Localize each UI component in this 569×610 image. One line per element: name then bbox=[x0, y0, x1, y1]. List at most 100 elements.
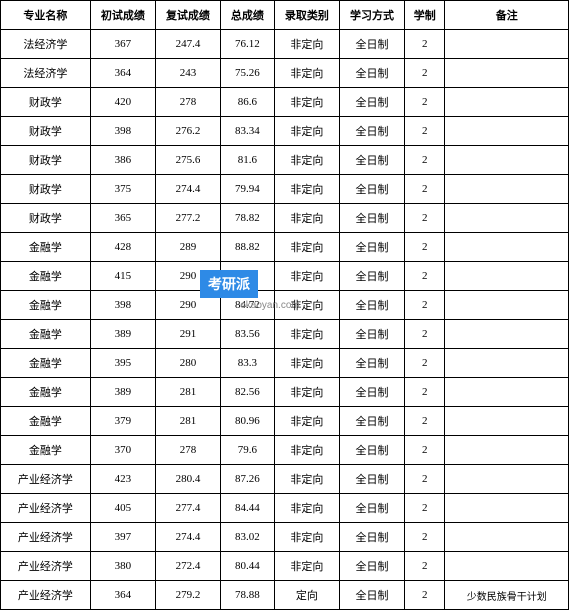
table-cell bbox=[445, 146, 569, 175]
table-cell: 78.82 bbox=[220, 204, 274, 233]
table-cell: 金融学 bbox=[1, 320, 91, 349]
table-cell: 非定向 bbox=[274, 378, 339, 407]
table-cell: 397 bbox=[90, 523, 155, 552]
table-cell: 278 bbox=[155, 88, 220, 117]
table-cell: 290 bbox=[155, 262, 220, 291]
table-cell bbox=[445, 465, 569, 494]
table-cell: 2 bbox=[405, 175, 445, 204]
table-cell bbox=[445, 204, 569, 233]
table-row: 财政学375274.479.94非定向全日制2 bbox=[1, 175, 569, 204]
table-row: 金融学41529087.1非定向全日制2 bbox=[1, 262, 569, 291]
table-cell: 非定向 bbox=[274, 436, 339, 465]
table-cell: 87.1 bbox=[220, 262, 274, 291]
table-cell: 76.12 bbox=[220, 30, 274, 59]
table-cell bbox=[445, 378, 569, 407]
table-cell: 非定向 bbox=[274, 59, 339, 88]
table-cell: 非定向 bbox=[274, 349, 339, 378]
table-cell: 395 bbox=[90, 349, 155, 378]
table-cell: 全日制 bbox=[339, 204, 404, 233]
table-cell: 83.02 bbox=[220, 523, 274, 552]
table-cell: 全日制 bbox=[339, 581, 404, 610]
table-cell: 279.2 bbox=[155, 581, 220, 610]
table-cell: 非定向 bbox=[274, 175, 339, 204]
table-cell: 80.44 bbox=[220, 552, 274, 581]
table-cell: 全日制 bbox=[339, 88, 404, 117]
table-cell: 定向 bbox=[274, 581, 339, 610]
table-cell: 非定向 bbox=[274, 30, 339, 59]
table-cell: 281 bbox=[155, 407, 220, 436]
table-cell: 全日制 bbox=[339, 465, 404, 494]
table-cell: 2 bbox=[405, 88, 445, 117]
table-row: 金融学39829084.72非定向全日制2 bbox=[1, 291, 569, 320]
table-cell: 2 bbox=[405, 465, 445, 494]
table-row: 产业经济学364279.278.88定向全日制2少数民族骨干计划 bbox=[1, 581, 569, 610]
table-cell: 243 bbox=[155, 59, 220, 88]
table-cell: 291 bbox=[155, 320, 220, 349]
header-remark: 备注 bbox=[445, 1, 569, 30]
table-cell: 全日制 bbox=[339, 378, 404, 407]
table-cell: 产业经济学 bbox=[1, 465, 91, 494]
table-cell: 423 bbox=[90, 465, 155, 494]
table-cell: 2 bbox=[405, 146, 445, 175]
table-cell: 财政学 bbox=[1, 204, 91, 233]
admission-table: 专业名称 初试成绩 复试成绩 总成绩 录取类别 学习方式 学制 备注 法经济学3… bbox=[0, 0, 569, 610]
table-cell: 全日制 bbox=[339, 175, 404, 204]
table-cell: 全日制 bbox=[339, 494, 404, 523]
table-cell: 2 bbox=[405, 233, 445, 262]
table-cell: 金融学 bbox=[1, 378, 91, 407]
table-cell: 380 bbox=[90, 552, 155, 581]
table-row: 法经济学367247.476.12非定向全日制2 bbox=[1, 30, 569, 59]
table-cell: 产业经济学 bbox=[1, 581, 91, 610]
table-cell: 415 bbox=[90, 262, 155, 291]
table-cell: 78.88 bbox=[220, 581, 274, 610]
table-row: 产业经济学405277.484.44非定向全日制2 bbox=[1, 494, 569, 523]
table-cell: 金融学 bbox=[1, 291, 91, 320]
table-cell: 281 bbox=[155, 378, 220, 407]
table-body: 法经济学367247.476.12非定向全日制2法经济学36424375.26非… bbox=[1, 30, 569, 610]
table-cell: 2 bbox=[405, 552, 445, 581]
table-cell: 275.6 bbox=[155, 146, 220, 175]
table-cell: 财政学 bbox=[1, 175, 91, 204]
table-cell: 产业经济学 bbox=[1, 552, 91, 581]
table-cell bbox=[445, 552, 569, 581]
table-cell: 2 bbox=[405, 494, 445, 523]
table-cell: 非定向 bbox=[274, 117, 339, 146]
table-row: 金融学37027879.6非定向全日制2 bbox=[1, 436, 569, 465]
table-cell bbox=[445, 349, 569, 378]
table-row: 金融学38929183.56非定向全日制2 bbox=[1, 320, 569, 349]
table-cell: 非定向 bbox=[274, 552, 339, 581]
table-cell: 产业经济学 bbox=[1, 494, 91, 523]
table-cell bbox=[445, 175, 569, 204]
table-row: 金融学42828988.82非定向全日制2 bbox=[1, 233, 569, 262]
table-cell: 80.96 bbox=[220, 407, 274, 436]
table-cell: 83.56 bbox=[220, 320, 274, 349]
table-cell: 2 bbox=[405, 30, 445, 59]
table-cell: 全日制 bbox=[339, 349, 404, 378]
table-cell: 379 bbox=[90, 407, 155, 436]
table-cell: 405 bbox=[90, 494, 155, 523]
table-cell: 非定向 bbox=[274, 320, 339, 349]
table-cell bbox=[445, 407, 569, 436]
table-cell bbox=[445, 494, 569, 523]
table-cell: 370 bbox=[90, 436, 155, 465]
table-cell: 全日制 bbox=[339, 436, 404, 465]
table-cell: 2 bbox=[405, 320, 445, 349]
table-cell bbox=[445, 320, 569, 349]
table-cell bbox=[445, 436, 569, 465]
table-cell: 375 bbox=[90, 175, 155, 204]
table-cell: 86.6 bbox=[220, 88, 274, 117]
table-cell bbox=[445, 291, 569, 320]
table-cell: 84.44 bbox=[220, 494, 274, 523]
header-major: 专业名称 bbox=[1, 1, 91, 30]
table-cell: 83.3 bbox=[220, 349, 274, 378]
table-cell: 82.56 bbox=[220, 378, 274, 407]
table-cell: 272.4 bbox=[155, 552, 220, 581]
table-cell: 389 bbox=[90, 378, 155, 407]
table-cell: 金融学 bbox=[1, 349, 91, 378]
table-cell: 2 bbox=[405, 291, 445, 320]
table-cell: 全日制 bbox=[339, 117, 404, 146]
table-cell: 全日制 bbox=[339, 233, 404, 262]
table-cell: 276.2 bbox=[155, 117, 220, 146]
table-cell: 389 bbox=[90, 320, 155, 349]
table-cell: 280.4 bbox=[155, 465, 220, 494]
